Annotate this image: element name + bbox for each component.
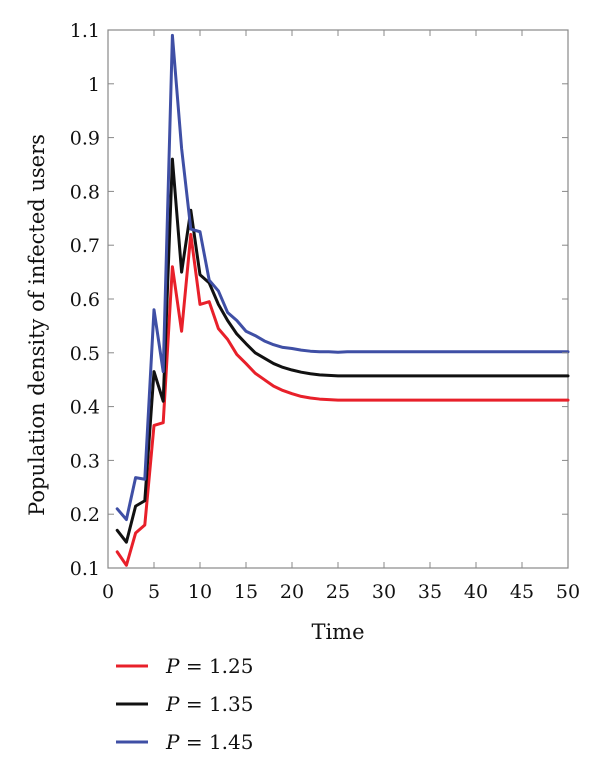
y-tick-label: 1.1 — [70, 20, 100, 42]
y-tick-label: 0.5 — [70, 343, 100, 365]
x-tick-label: 40 — [464, 581, 488, 603]
x-tick-label: 50 — [556, 581, 580, 603]
legend-item-2: P = 1.35 — [116, 692, 253, 716]
y-tick-label: 1 — [88, 74, 100, 96]
y-axis-title: Population density of infected users — [25, 134, 49, 516]
series-line-2 — [115, 157, 570, 544]
y-tick-label: 0.2 — [70, 504, 100, 526]
x-tick-label: 0 — [102, 581, 114, 603]
x-axis-ticks: 0 5 10 15 20 25 30 35 40 45 50 — [102, 30, 580, 603]
legend-label: P = 1.45 — [165, 730, 253, 754]
legend-item-1: P = 1.25 — [116, 654, 253, 678]
series-line-1 — [115, 232, 570, 567]
legend-label: P = 1.25 — [165, 654, 253, 678]
y-tick-label: 0.3 — [70, 450, 100, 472]
legend-value: = 1.25 — [179, 654, 253, 678]
x-tick-label: 25 — [326, 581, 350, 603]
legend-value: = 1.45 — [179, 730, 253, 754]
x-axis-title: Time — [311, 620, 364, 644]
legend: P = 1.25P = 1.35P = 1.45 — [116, 654, 253, 754]
legend-variable: P — [165, 692, 180, 716]
series-lines — [115, 33, 570, 567]
x-tick-label: 15 — [234, 581, 258, 603]
legend-variable: P — [165, 654, 180, 678]
x-tick-label: 5 — [148, 581, 160, 603]
legend-variable: P — [165, 730, 180, 754]
series-line-3 — [115, 33, 570, 522]
x-tick-label: 20 — [280, 581, 304, 603]
y-tick-label: 0.9 — [70, 128, 100, 150]
legend-item-3: P = 1.45 — [116, 730, 253, 754]
legend-label: P = 1.35 — [165, 692, 253, 716]
y-tick-label: 0.8 — [70, 181, 100, 203]
legend-value: = 1.35 — [179, 692, 253, 716]
y-tick-label: 0.1 — [70, 558, 100, 580]
y-tick-label: 0.6 — [70, 289, 100, 311]
x-tick-label: 30 — [372, 581, 396, 603]
x-tick-label: 45 — [510, 581, 534, 603]
x-tick-label: 35 — [418, 581, 442, 603]
y-tick-label: 0.7 — [70, 235, 100, 257]
x-tick-label: 10 — [188, 581, 212, 603]
y-axis-ticks: 0.1 0.2 0.3 0.4 0.5 0.6 0.7 0.8 0.9 1 1.1 — [70, 20, 568, 580]
y-tick-label: 0.4 — [70, 397, 100, 419]
